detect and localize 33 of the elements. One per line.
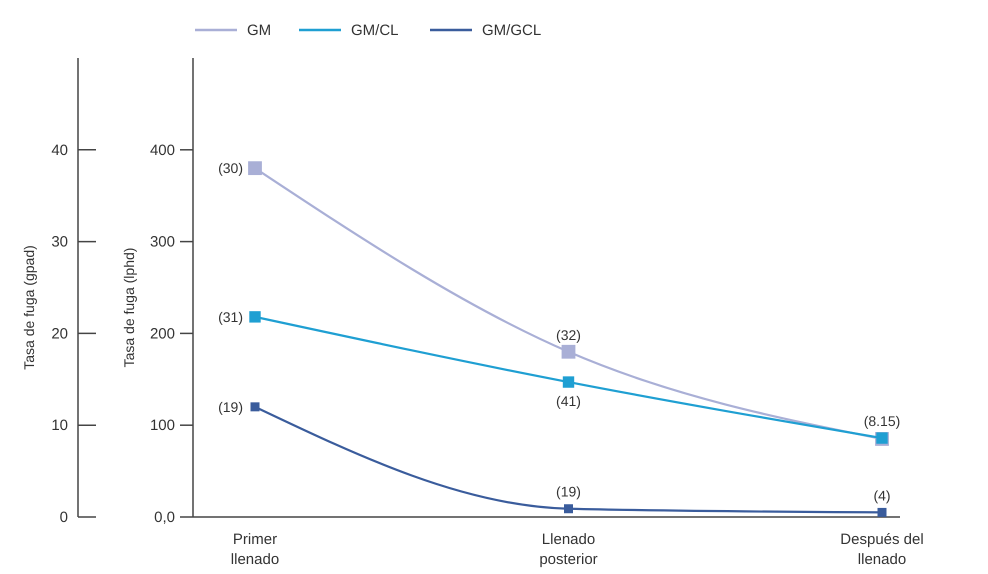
annotation: (32) [556,326,581,343]
y-tick-label: 200 [150,325,175,342]
y-axis-title: Tasa de fuga (lphd) [121,248,137,368]
point [248,161,262,176]
annotation: (19) [556,484,581,500]
legend-label: GM/CL [351,22,399,39]
annotation: (41) [556,393,581,410]
y-tick-label: 100 [150,417,175,434]
point [878,508,886,517]
annotation: (19) [218,398,243,415]
annotation: (8.15) [864,413,900,430]
y2-tick-label: 20 [51,325,68,342]
x-tick-label: Llenado posterior [539,531,598,568]
y2-tick-label: 0 [60,509,68,526]
y2-tick-label: 40 [51,142,68,159]
x-tick-label: Primer llenado [230,531,280,568]
point [250,402,260,412]
y-tick-label: 0,0 [154,509,175,526]
y2-tick-label: 10 [51,417,68,434]
annotation: (31) [218,308,243,325]
annotation: (4) [873,487,891,504]
point [562,376,574,388]
point [564,504,573,514]
x-tick-label: Después del llenado [840,531,924,568]
point [249,311,261,323]
annotation: (30) [218,160,243,176]
legend-label: GM [247,22,272,39]
y-tick-label: 400 [150,142,175,159]
point [562,344,576,359]
y2-axis-title: Tasa de fuga (gpad) [21,245,37,370]
y2-tick-label: 30 [51,234,68,251]
legend-label: GM/GCL [482,22,542,39]
y-tick-label: 300 [150,234,175,251]
